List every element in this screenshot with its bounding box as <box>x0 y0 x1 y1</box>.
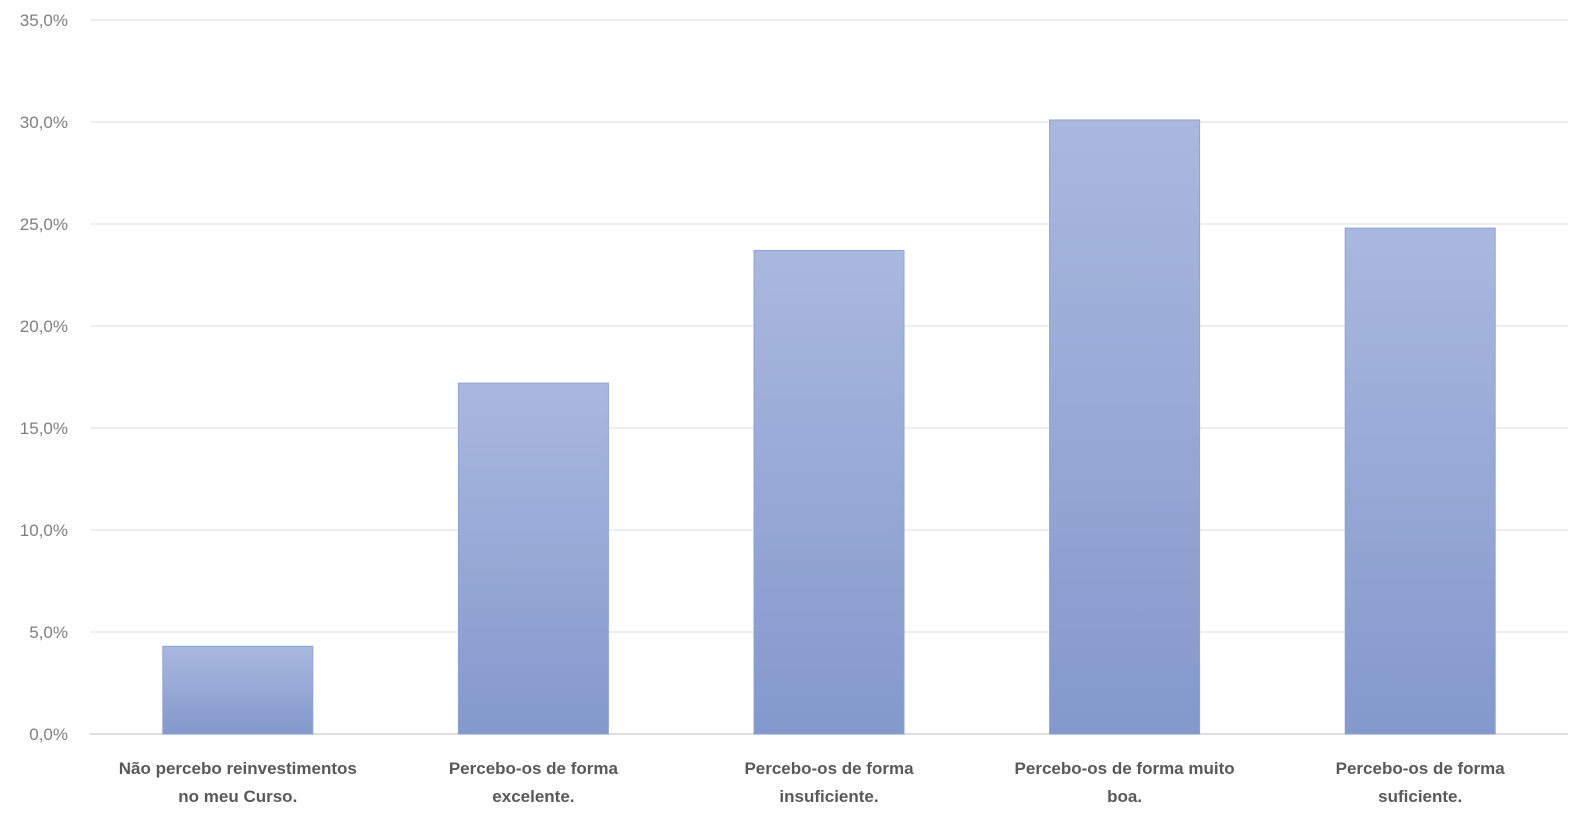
x-category-label: no meu Curso. <box>178 787 297 806</box>
bars <box>162 119 1496 735</box>
y-tick-label: 35,0% <box>20 11 68 30</box>
y-tick-label: 25,0% <box>20 215 68 234</box>
bar <box>1344 227 1496 735</box>
y-tick-label: 20,0% <box>20 317 68 336</box>
x-category-label: Não percebo reinvestimentos <box>119 759 357 778</box>
x-category-label: excelente. <box>492 787 574 806</box>
x-category-label: boa. <box>1107 787 1142 806</box>
y-axis-tick-labels: 0,0% 5,0% 10,0% 15,0% 20,0% 25,0% 30,0% 35,0% <box>20 11 68 744</box>
bar <box>162 645 314 735</box>
x-category-label: Percebo-os de forma <box>1336 759 1506 778</box>
x-category-label: Percebo-os de forma muito <box>1015 759 1235 778</box>
x-category-label: Percebo-os de forma <box>449 759 619 778</box>
bar <box>1049 119 1201 735</box>
bar <box>457 382 609 735</box>
y-tick-label: 5,0% <box>29 623 68 642</box>
y-tick-label: 30,0% <box>20 113 68 132</box>
y-tick-label: 15,0% <box>20 419 68 438</box>
x-category-label: insuficiente. <box>779 787 878 806</box>
bar <box>753 250 905 735</box>
y-tick-label: 10,0% <box>20 521 68 540</box>
y-tick-label: 0,0% <box>29 725 68 744</box>
x-category-label: Percebo-os de forma <box>744 759 914 778</box>
x-category-label: suficiente. <box>1378 787 1462 806</box>
x-axis-category-labels: Não percebo reinvestimentos no meu Curso.… <box>119 759 1506 806</box>
